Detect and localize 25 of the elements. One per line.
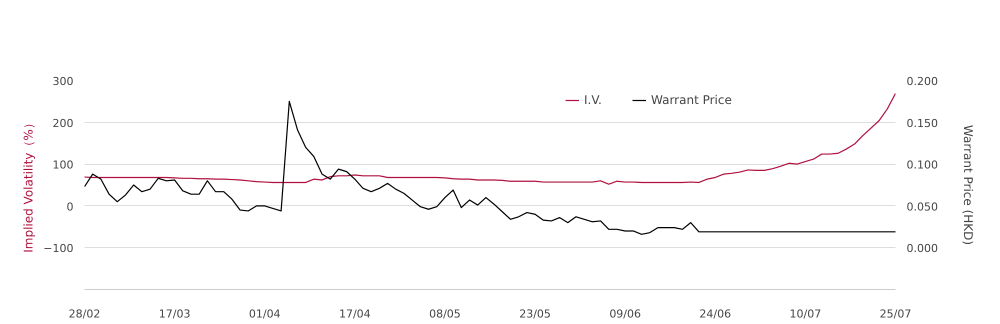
x-tick-label: 01/04 (248, 308, 281, 320)
x-tick-label: 08/05 (429, 308, 461, 320)
y2-tick-label: 0.050 (906, 200, 938, 214)
y-tick-label: 200 (52, 116, 74, 130)
x-tick-label: 28/02 (68, 308, 100, 320)
y2-tick-label: 0.100 (906, 158, 938, 172)
legend-label: I.V. (584, 93, 603, 107)
y2-tick-label: 0.000 (906, 242, 938, 256)
x-tick-label: 25/07 (880, 308, 912, 320)
y-axis-title: Implied Volatility（%） (21, 117, 36, 253)
y2-tick-label: 0.150 (906, 116, 938, 130)
x-tick-label: 23/05 (519, 308, 551, 320)
y2-axis-title: Warrant Price (HKD) (960, 124, 975, 246)
legend-label: Warrant Price (651, 93, 732, 107)
y2-tick-label: 0.200 (906, 75, 938, 88)
x-tick-label: 17/03 (158, 308, 190, 320)
y-tick-label: 0 (66, 200, 74, 214)
x-tick-label: 10/07 (790, 308, 822, 320)
y-tick-label: 300 (52, 75, 74, 88)
y-tick-label: 100 (52, 158, 74, 172)
line-series (84, 92, 896, 185)
x-tick-label: 17/04 (338, 308, 371, 320)
x-tick-label: 09/06 (609, 308, 642, 320)
y-tick-label: −100 (43, 242, 74, 256)
x-tick-label: 24/06 (699, 308, 732, 320)
